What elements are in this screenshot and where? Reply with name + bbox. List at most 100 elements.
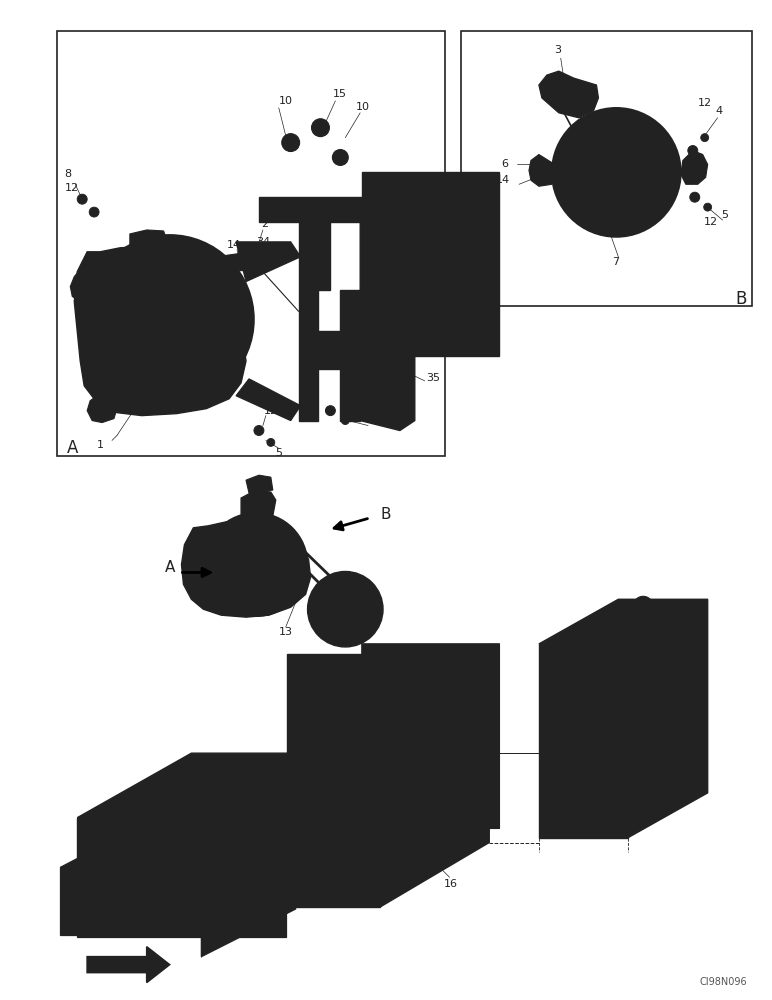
Circle shape [246,555,266,574]
Circle shape [254,426,264,435]
Circle shape [375,823,389,837]
Bar [362,644,499,828]
Circle shape [387,277,397,287]
Polygon shape [60,820,296,867]
Polygon shape [77,907,286,937]
Circle shape [317,276,324,284]
Circle shape [341,417,349,425]
Bar [487,644,499,828]
Polygon shape [236,379,300,421]
Circle shape [387,364,397,374]
Polygon shape [681,151,708,184]
Polygon shape [539,599,708,644]
Polygon shape [87,947,170,983]
Text: 1: 1 [97,440,104,450]
Polygon shape [74,246,246,416]
Circle shape [552,108,681,237]
Circle shape [205,513,307,616]
Circle shape [307,230,316,238]
Polygon shape [216,250,273,272]
Text: 4: 4 [716,106,723,116]
Polygon shape [201,820,296,957]
Circle shape [286,138,296,148]
Polygon shape [181,522,310,617]
Polygon shape [380,753,489,907]
Circle shape [333,150,348,165]
Circle shape [85,235,254,404]
Circle shape [690,192,699,202]
Text: 34: 34 [256,237,270,247]
Text: 6: 6 [501,159,508,169]
Circle shape [154,304,185,334]
Text: 9: 9 [355,411,362,421]
Polygon shape [539,71,598,118]
Circle shape [317,246,324,254]
Text: 12: 12 [64,183,79,193]
Circle shape [255,257,263,265]
Circle shape [166,352,174,360]
Circle shape [688,161,699,173]
Text: 12: 12 [698,98,712,108]
Circle shape [282,134,300,152]
Polygon shape [87,396,117,423]
Text: 14: 14 [496,175,510,185]
Circle shape [97,404,107,414]
Text: 12: 12 [704,217,718,227]
Polygon shape [77,753,489,818]
Bar [622,634,664,788]
Text: CI98N096: CI98N096 [699,977,747,987]
Text: B: B [736,290,747,308]
Polygon shape [236,242,300,282]
Circle shape [320,343,337,359]
Bar [618,669,630,699]
Text: 35: 35 [425,373,440,383]
Bar [57,31,445,456]
Text: 10: 10 [356,102,371,112]
Polygon shape [246,475,273,493]
Circle shape [704,203,712,211]
Text: 5: 5 [275,448,282,458]
Circle shape [324,347,333,355]
Circle shape [312,119,330,137]
Circle shape [313,243,327,257]
Ellipse shape [622,613,664,635]
Polygon shape [241,490,276,516]
Text: FRONT: FRONT [100,960,134,970]
Text: 3: 3 [554,45,560,55]
Polygon shape [529,155,557,186]
Text: A: A [164,560,174,575]
Bar [635,600,651,612]
Circle shape [232,261,240,269]
Circle shape [688,146,698,155]
Polygon shape [286,654,380,847]
Circle shape [245,259,253,267]
Text: 34: 34 [416,269,430,279]
Text: 8: 8 [64,169,72,179]
Circle shape [472,823,486,837]
Polygon shape [628,599,708,838]
Bar [462,31,753,306]
Polygon shape [70,270,95,301]
Bar [656,669,668,699]
Text: B: B [380,507,391,522]
Text: 14: 14 [227,240,242,250]
Circle shape [383,360,401,378]
Circle shape [77,194,87,204]
Text: 12: 12 [355,396,369,406]
Text: A: A [67,439,79,457]
Circle shape [538,164,550,176]
Text: 12: 12 [264,406,278,416]
Polygon shape [299,220,330,290]
Polygon shape [77,818,380,907]
Ellipse shape [622,778,664,798]
Bar [362,644,374,828]
Circle shape [337,154,344,161]
Text: 16: 16 [444,879,458,889]
Circle shape [267,438,275,446]
Circle shape [77,283,87,293]
Polygon shape [539,644,628,838]
Polygon shape [362,172,499,356]
Circle shape [383,273,401,291]
Polygon shape [60,867,201,935]
Text: 5: 5 [722,210,729,220]
